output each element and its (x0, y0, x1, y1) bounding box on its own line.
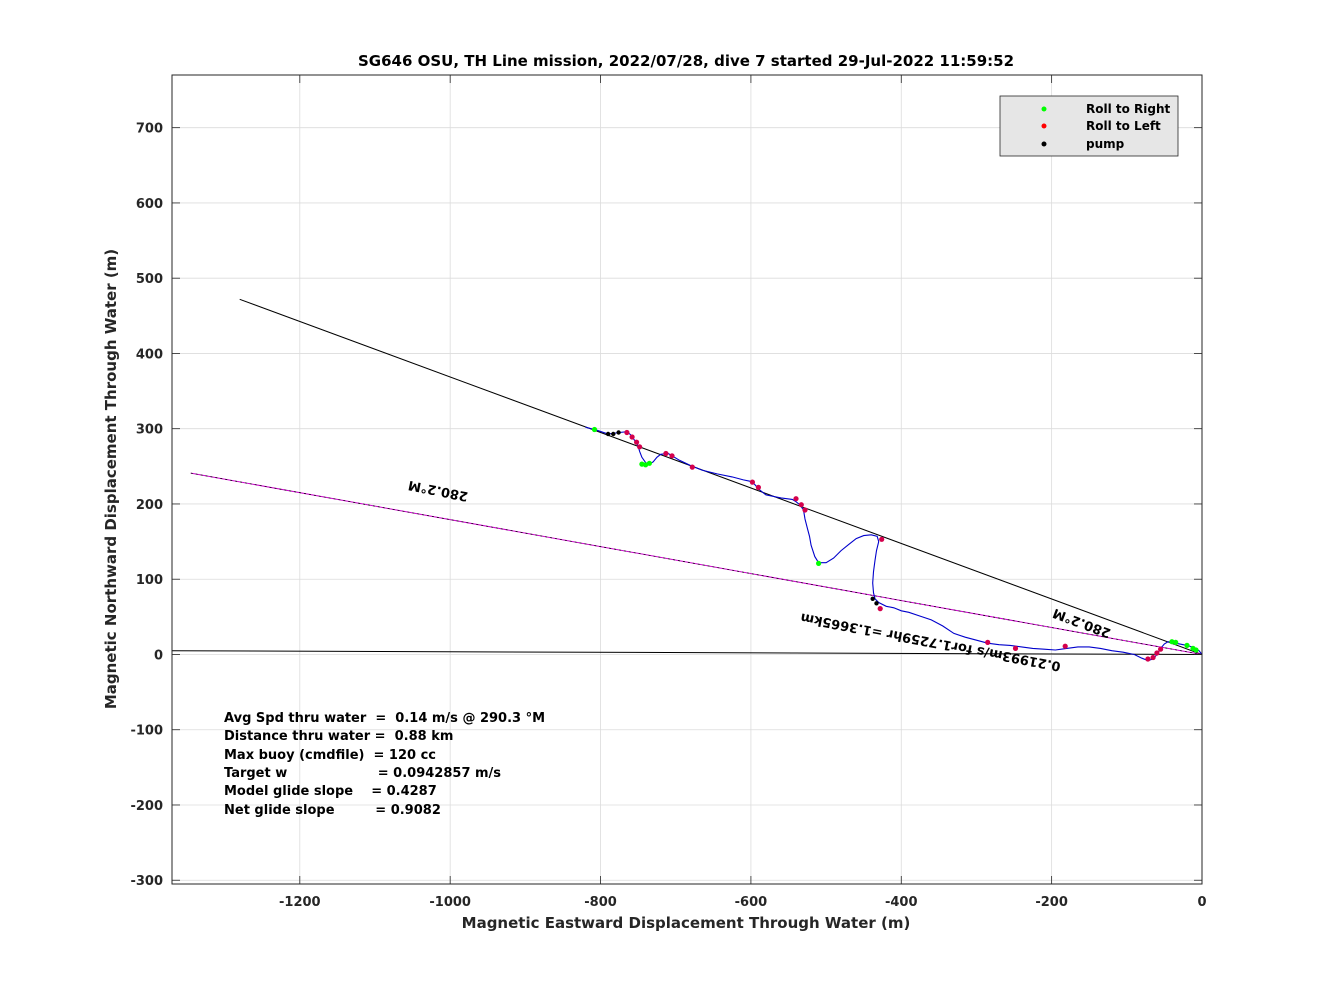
marker-roll-to-right (1193, 647, 1199, 653)
marker-roll-to-left (755, 484, 762, 490)
marker-pump (616, 430, 621, 435)
marker-roll-to-left (879, 536, 885, 542)
y-tick-label: 200 (136, 498, 163, 513)
marker-roll-to-left (689, 464, 695, 470)
x-tick-label: -1200 (279, 895, 321, 910)
marker-roll-to-left (1062, 643, 1068, 649)
stat-model-glide-slope: Model glide slope = 0.4287 (224, 784, 437, 799)
marker-roll-to-left (793, 496, 799, 502)
legend-label-roll-right: Roll to Right (1086, 102, 1171, 116)
y-tick-label: 300 (136, 423, 163, 438)
marker-roll-to-right (1173, 639, 1179, 646)
y-tick-label: -100 (130, 724, 163, 739)
x-tick-label: 0 (1197, 895, 1206, 910)
y-tick-label: 500 (136, 272, 163, 287)
marker-pump (611, 431, 616, 437)
legend-marker-roll-left (1041, 123, 1047, 129)
chart-title: SG646 OSU, TH Line mission, 2022/07/28, … (358, 52, 1014, 70)
marker-roll-to-right (591, 426, 598, 433)
marker-roll-to-right (646, 460, 653, 466)
legend-box (999, 95, 1179, 157)
marker-roll-to-left (1145, 656, 1151, 662)
legend-marker-roll-right (1041, 106, 1047, 112)
marker-roll-to-left (624, 429, 630, 436)
marker-roll-to-left (629, 434, 635, 440)
y-tick-label: 700 (136, 122, 163, 137)
marker-roll-to-right (1184, 642, 1190, 649)
marker-roll-to-left (1154, 650, 1160, 656)
x-tick-label: -600 (735, 895, 768, 910)
legend: Roll to Right Roll to Left pump (999, 95, 1179, 157)
x-tick-label: -200 (1035, 895, 1068, 910)
y-tick-label: 400 (136, 347, 163, 362)
marker-roll-to-left (985, 639, 991, 646)
stat-avg-speed: Avg Spd thru water = 0.14 m/s @ 290.3 °M (224, 711, 545, 726)
marker-roll-to-right (816, 560, 822, 567)
y-tick-label: -300 (130, 874, 163, 889)
marker-pump (870, 596, 875, 601)
x-tick-label: -800 (584, 895, 617, 910)
y-tick-label: 600 (136, 197, 163, 212)
stat-distance: Distance thru water = 0.88 km (224, 729, 453, 744)
plot-series-group (172, 298, 1202, 662)
y-tick-label: 100 (136, 573, 163, 588)
x-axis-label: Magnetic Eastward Displacement Through W… (462, 914, 911, 932)
marker-pump (874, 601, 879, 606)
marker-roll-to-left (1158, 646, 1164, 652)
series-heading-line-1 (239, 298, 1202, 655)
legend-label-pump: pump (1086, 137, 1125, 151)
marker-roll-to-left (877, 606, 883, 612)
legend-marker-pump (1041, 141, 1047, 147)
stats-block: Avg Spd thru water = 0.14 m/s @ 290.3 °M… (224, 711, 545, 818)
y-axis-label: Magnetic Northward Displacement Through … (102, 249, 120, 709)
marker-roll-to-left (669, 453, 675, 459)
axes-box (171, 74, 1203, 885)
x-tick-label: -400 (885, 895, 918, 910)
legend-label-roll-left: Roll to Left (1086, 119, 1161, 133)
marker-roll-to-left (798, 502, 804, 508)
stat-target-w: Target w = 0.0942857 m/s (224, 766, 501, 781)
marker-roll-to-left (663, 450, 669, 457)
marker-roll-to-left (634, 439, 640, 445)
stat-max-buoy: Max buoy (cmdfile) = 120 cc (224, 748, 436, 763)
marker-roll-to-left (637, 444, 643, 450)
stat-net-glide-slope: Net glide slope = 0.9082 (224, 803, 441, 818)
marker-roll-to-left (802, 507, 808, 513)
series-heading-line-2-overlay (190, 472, 1202, 655)
marker-roll-to-left (749, 479, 756, 485)
marker-roll-to-left (1012, 645, 1019, 652)
marker-roll-to-left (1150, 654, 1156, 661)
series-current-line (172, 650, 1202, 655)
y-tick-label: 0 (154, 648, 163, 663)
marker-pump (605, 431, 611, 437)
y-tick-label: -200 (130, 799, 163, 814)
x-tick-label: -1000 (429, 895, 471, 910)
